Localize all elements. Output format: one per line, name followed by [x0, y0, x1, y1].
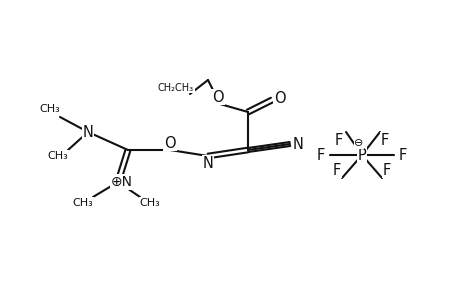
Text: CH₃: CH₃ [39, 104, 60, 114]
Text: F: F [380, 133, 388, 148]
Text: N: N [82, 124, 93, 140]
Text: F: F [382, 163, 390, 178]
Text: ⊖: ⊖ [353, 138, 363, 148]
Text: O: O [212, 89, 224, 104]
Text: CH₂CH₃: CH₂CH₃ [157, 83, 194, 93]
Text: CH₃: CH₃ [48, 151, 68, 161]
Text: F: F [398, 148, 406, 163]
Text: O: O [274, 91, 285, 106]
Text: F: F [316, 148, 325, 163]
Text: P: P [357, 148, 365, 163]
Text: CH₃: CH₃ [140, 198, 160, 208]
Text: ⊕N: ⊕N [111, 175, 133, 189]
Text: O: O [164, 136, 175, 151]
Text: CH₃: CH₃ [73, 198, 93, 208]
Text: F: F [332, 163, 341, 178]
Text: N: N [202, 155, 213, 170]
Text: N: N [292, 136, 303, 152]
Text: F: F [334, 133, 342, 148]
